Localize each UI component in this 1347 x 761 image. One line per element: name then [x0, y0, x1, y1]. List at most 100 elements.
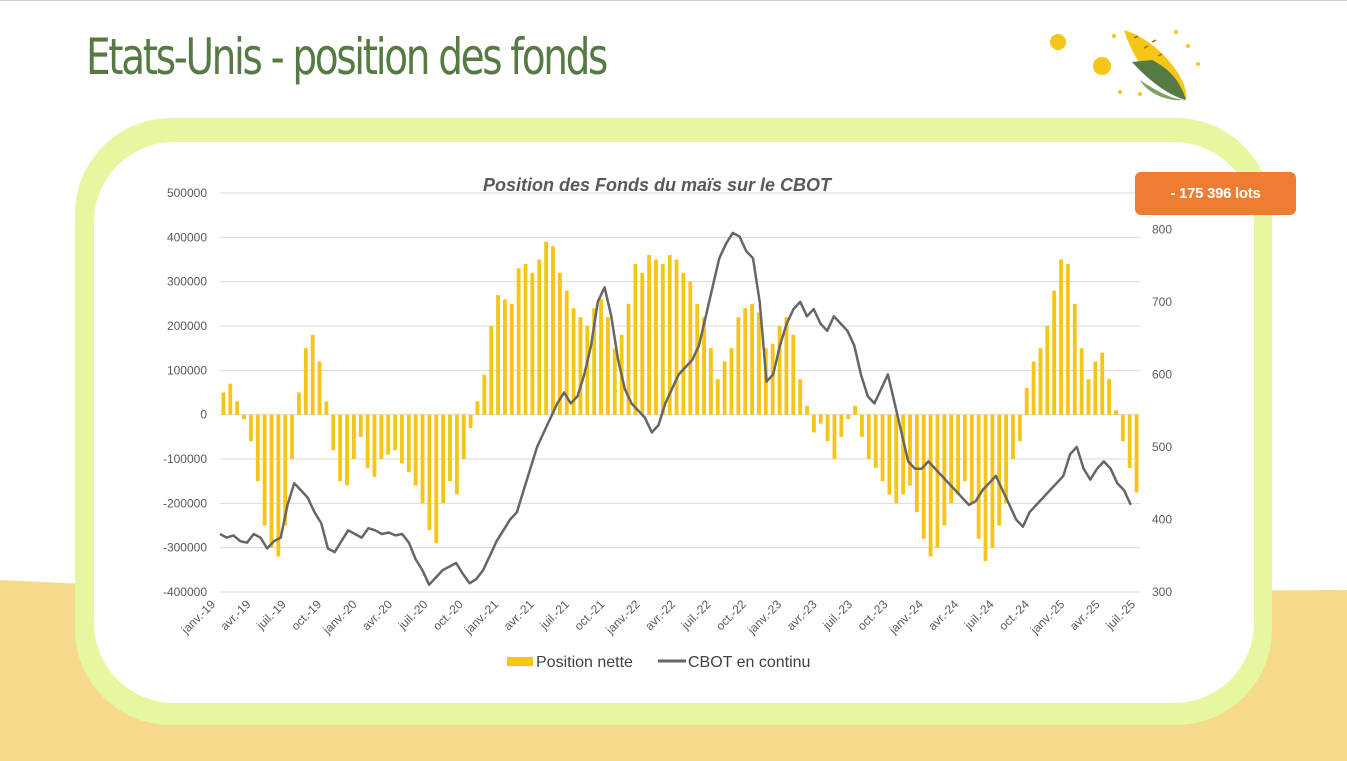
y-right-tick-label: 500: [1152, 440, 1172, 454]
bar-position-nette: [516, 268, 521, 415]
bar-position-nette: [997, 414, 1002, 526]
bar-position-nette: [880, 414, 885, 482]
y-right-tick-label: 600: [1152, 367, 1172, 381]
bar-position-nette: [1100, 352, 1105, 415]
x-tick-label: oct.-23: [855, 597, 891, 633]
bar-position-nette: [1134, 414, 1139, 493]
chart-panel: [94, 142, 1254, 703]
x-tick-label: janv.-21: [461, 597, 501, 637]
bar-position-nette: [654, 259, 658, 415]
bar-position-nette: [448, 414, 452, 482]
bar-position-nette: [1004, 414, 1009, 504]
bar-position-nette: [1045, 326, 1050, 415]
bar-position-nette: [599, 299, 603, 415]
bar-position-nette: [592, 308, 597, 415]
bar-position-nette: [475, 401, 480, 415]
bar-position-nette: [365, 414, 370, 468]
legend-label-cbot: CBOT en continu: [688, 654, 810, 671]
bar-position-nette: [303, 348, 308, 415]
y-left-tick-label: 200000: [167, 319, 207, 333]
x-tick-label: janv.-19: [178, 597, 218, 637]
bar-position-nette: [221, 392, 226, 415]
bar-position-nette: [1011, 414, 1015, 459]
y-left-tick-label: 400000: [167, 230, 207, 244]
y-left-tick-label: -400000: [163, 585, 207, 599]
y-right-tick-label: 300: [1152, 585, 1172, 599]
y-right-tick-label: 800: [1152, 222, 1172, 236]
bar-position-nette: [811, 414, 816, 433]
x-tick-label: juil.-25: [1103, 597, 1139, 633]
x-tick-label: oct.-22: [713, 597, 749, 633]
bar-position-nette: [324, 401, 329, 415]
bar-position-nette: [509, 303, 514, 415]
bar-position-nette: [461, 414, 466, 459]
bar-position-nette: [345, 414, 349, 486]
bar-position-nette: [873, 414, 878, 468]
bar-position-nette: [1017, 414, 1022, 442]
legend-label-position-nette: Position nette: [536, 654, 633, 671]
x-tick-label: avr.-22: [642, 597, 678, 633]
bar-position-nette: [736, 317, 741, 415]
bar-position-nette: [379, 414, 384, 459]
bar-position-nette: [585, 326, 590, 415]
x-tick-label: avr.-20: [359, 597, 395, 633]
bar-position-nette: [860, 414, 864, 437]
bar-position-nette: [358, 414, 363, 437]
bar-position-nette: [715, 379, 720, 415]
bar-position-nette: [338, 414, 343, 482]
x-tick-label: juil.-23: [819, 597, 855, 633]
bar-position-nette: [757, 312, 761, 415]
bar-position-nette: [901, 414, 906, 495]
bar-position-nette: [667, 255, 672, 415]
bar-position-nette: [351, 414, 356, 459]
bar-position-nette: [832, 414, 837, 459]
y-left-tick-label: 500000: [167, 186, 207, 200]
x-tick-label: janv.-23: [744, 597, 784, 637]
bar-position-nette: [866, 414, 871, 459]
bar-position-nette: [427, 414, 432, 530]
bar-position-nette: [544, 241, 549, 415]
y-right-tick-label: 700: [1152, 295, 1172, 309]
bar-position-nette: [441, 414, 446, 504]
bar-position-nette: [784, 317, 789, 415]
net-position-badge: - 175 396 lots: [1135, 172, 1296, 215]
bar-position-nette: [777, 326, 782, 415]
bar-position-nette: [1031, 361, 1036, 415]
x-tick-label: juil.-22: [678, 597, 714, 633]
bar-position-nette: [523, 263, 528, 415]
bar-position-nette: [695, 303, 700, 415]
bar-position-nette: [400, 414, 404, 464]
corn-icon: [1050, 30, 1200, 101]
x-tick-label: juil.-21: [536, 597, 572, 633]
bar-position-nette: [750, 303, 755, 415]
bar-position-nette: [1024, 388, 1029, 415]
x-tick-label: oct.-19: [288, 597, 324, 633]
bar-position-nette: [372, 414, 377, 477]
bar-position-nette: [503, 299, 507, 415]
x-tick-label: juil.-20: [395, 597, 431, 633]
x-tick-label: avr.-19: [218, 597, 254, 633]
bar-position-nette: [331, 414, 336, 451]
bar-position-nette: [406, 414, 411, 473]
bar-position-nette: [976, 414, 981, 539]
bar-position-nette: [853, 405, 857, 415]
bar-position-nette: [276, 414, 281, 557]
bar-position-nette: [578, 317, 583, 415]
y-right-tick-label: 400: [1152, 512, 1172, 526]
x-tick-label: avr.-23: [784, 597, 820, 633]
bar-position-nette: [805, 405, 809, 415]
bar-position-nette: [489, 326, 494, 415]
bar-position-nette: [1065, 263, 1070, 415]
bar-position-nette: [963, 414, 967, 482]
bar-position-nette: [743, 308, 748, 415]
bar-position-nette: [908, 414, 912, 486]
bar-position-nette: [386, 414, 391, 455]
bar-position-nette: [434, 414, 439, 544]
bar-position-nette: [235, 401, 240, 415]
bar-position-nette: [674, 259, 679, 415]
bar-position-nette: [633, 263, 638, 415]
bar-position-nette: [454, 414, 459, 495]
bar-position-nette: [887, 414, 892, 495]
bar-position-nette: [729, 348, 734, 415]
x-tick-label: oct.-21: [572, 597, 608, 633]
